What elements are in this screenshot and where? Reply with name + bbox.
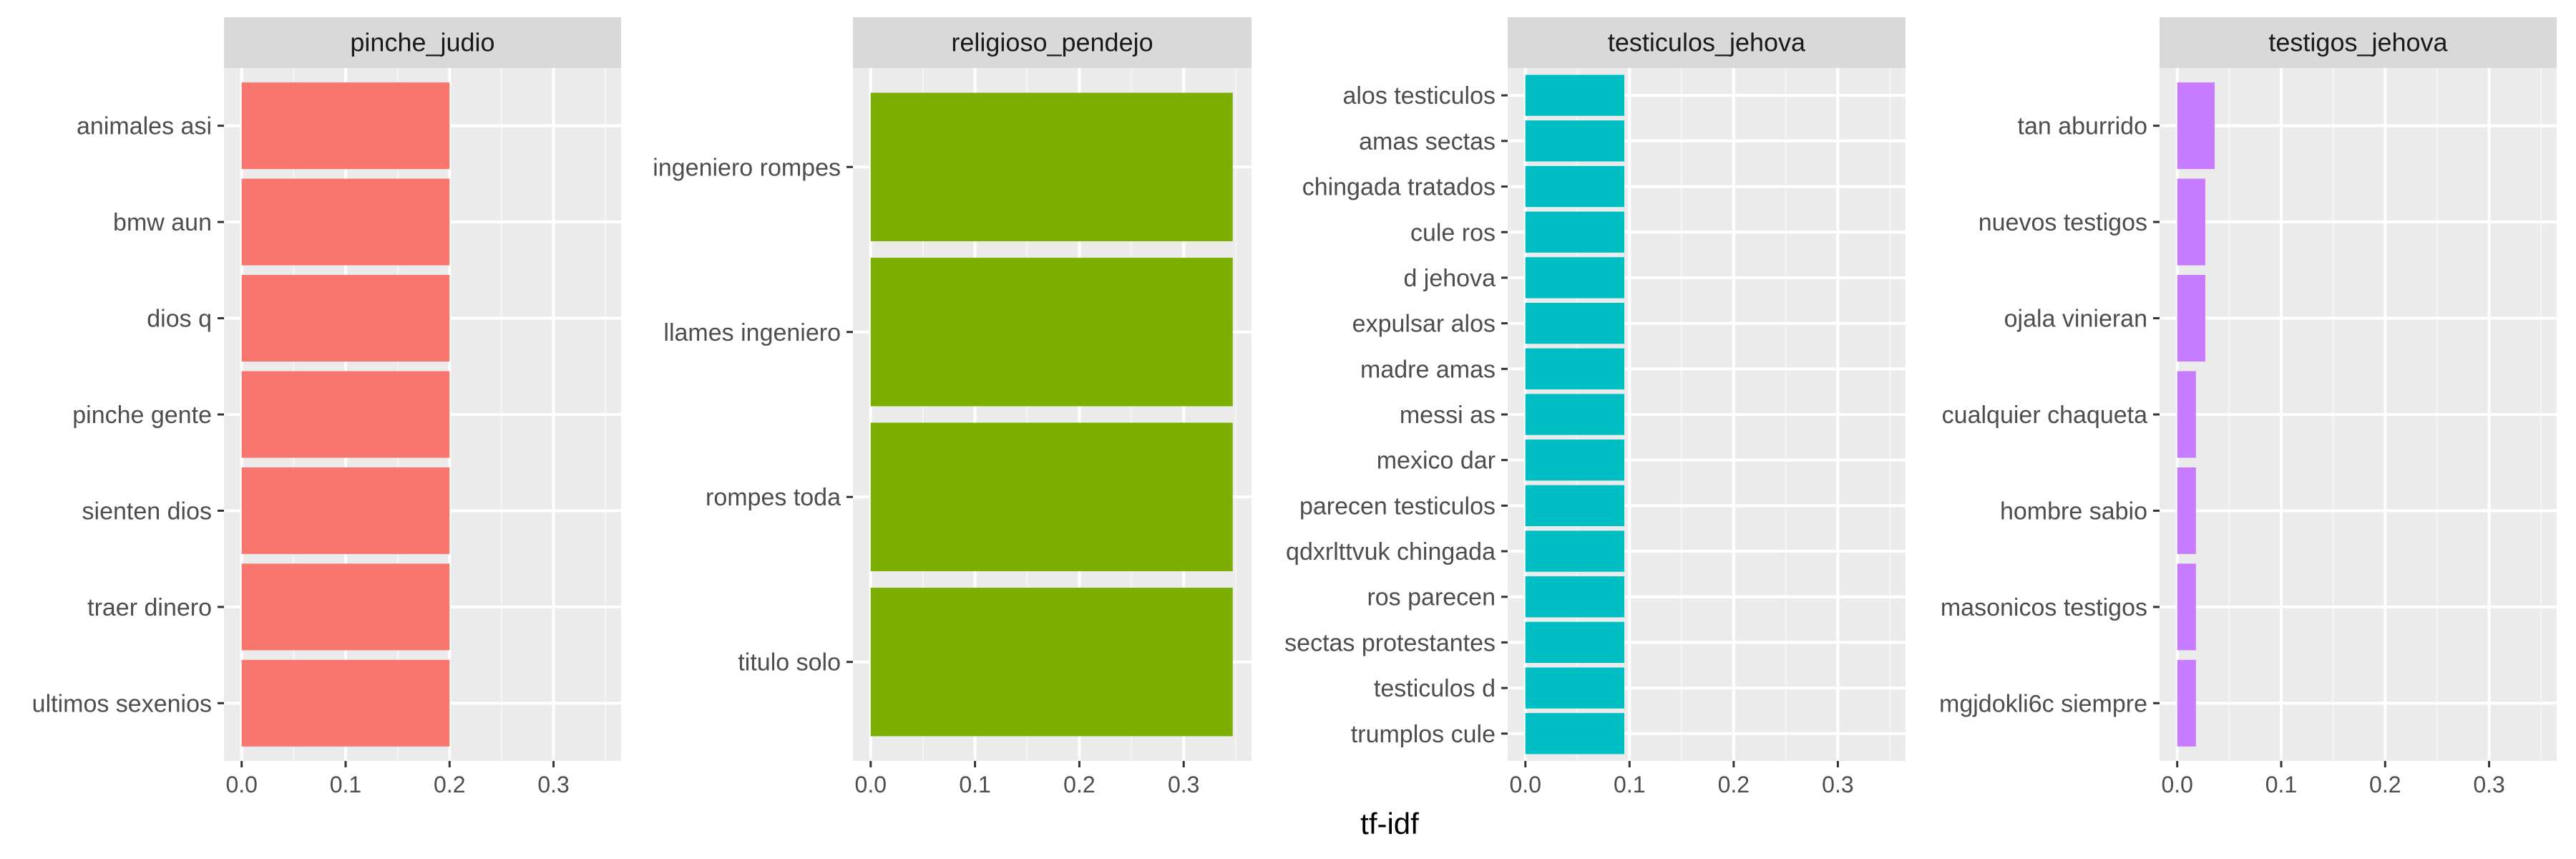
category-label: cualquier chaqueta bbox=[1942, 402, 2147, 429]
x-axis-title: tf-idf bbox=[1360, 807, 1419, 840]
category-label: mexico dar bbox=[1377, 447, 1496, 475]
x-tick-label: 0.2 bbox=[1718, 772, 1750, 797]
bar bbox=[1525, 348, 1625, 389]
category-label: bmw aun bbox=[113, 209, 212, 236]
bar bbox=[1525, 74, 1625, 116]
facet-title: testiculos_jehova bbox=[1608, 28, 1806, 57]
category-label: masonicos testigos bbox=[1941, 594, 2147, 621]
x-tick-label: 0.0 bbox=[1510, 772, 1541, 797]
x-tick-label: 0.3 bbox=[2473, 772, 2504, 797]
category-label: llames ingeniero bbox=[663, 319, 841, 346]
facet-panel: pinche_judio animales asi bmw aun dios q pin… bbox=[32, 17, 621, 797]
x-tick-label: 0.2 bbox=[2369, 772, 2401, 797]
bar bbox=[1525, 302, 1625, 344]
category-label: titulo solo bbox=[738, 649, 841, 676]
bar bbox=[241, 467, 450, 554]
category-label: amas sectas bbox=[1359, 128, 1496, 155]
category-label: ultimos sexenios bbox=[32, 690, 212, 717]
bar bbox=[2177, 178, 2205, 266]
bar bbox=[241, 563, 450, 651]
category-label: tan aburrido bbox=[2018, 113, 2147, 140]
category-label: expulsar alos bbox=[1352, 311, 1496, 338]
bar bbox=[241, 82, 450, 170]
x-tick-label: 0.0 bbox=[225, 772, 257, 797]
x-tick-label: 0.3 bbox=[1822, 772, 1853, 797]
category-label: d jehova bbox=[1403, 265, 1496, 292]
category-label: traer dinero bbox=[87, 594, 212, 621]
category-label: trumplos cule bbox=[1351, 721, 1496, 748]
bar bbox=[241, 659, 450, 747]
bar bbox=[1525, 440, 1625, 481]
x-tick-label: 0.3 bbox=[1168, 772, 1199, 797]
bar bbox=[241, 371, 450, 458]
facets-layer: pinche_judio animales asi bmw aun dios q pin… bbox=[32, 17, 2557, 797]
bar bbox=[870, 92, 1233, 241]
x-tick-label: 0.0 bbox=[855, 772, 887, 797]
x-tick-label: 0.1 bbox=[959, 772, 990, 797]
bar bbox=[870, 588, 1233, 737]
x-tick-label: 0.1 bbox=[1614, 772, 1645, 797]
facet-title: testigos_jehova bbox=[2268, 28, 2448, 57]
bar bbox=[870, 422, 1233, 571]
bar bbox=[1525, 211, 1625, 253]
bar bbox=[1525, 394, 1625, 435]
bar bbox=[1525, 667, 1625, 709]
x-tick-label: 0.2 bbox=[434, 772, 465, 797]
bar bbox=[2177, 659, 2196, 747]
bar bbox=[1525, 485, 1625, 527]
facet-strip bbox=[1508, 17, 1906, 68]
bar bbox=[1525, 530, 1625, 572]
bar bbox=[241, 178, 450, 266]
category-label: parecen testiculos bbox=[1299, 492, 1496, 520]
facet-panel: religioso_pendejo ingeniero rompes llames … bbox=[653, 17, 1252, 797]
bar bbox=[2177, 467, 2196, 554]
bar bbox=[2177, 275, 2205, 362]
category-label: alos testiculos bbox=[1342, 82, 1496, 110]
x-tick-label: 0.1 bbox=[330, 772, 361, 797]
x-tick-label: 0.3 bbox=[537, 772, 569, 797]
category-label: pinche gente bbox=[72, 402, 212, 429]
category-label: nuevos testigos bbox=[1979, 209, 2147, 236]
x-tick-label: 0.0 bbox=[2161, 772, 2192, 797]
bar bbox=[2177, 82, 2215, 170]
category-label: ingeniero rompes bbox=[653, 154, 841, 181]
bar bbox=[1525, 621, 1625, 664]
category-label: cule ros bbox=[1410, 219, 1496, 246]
facet-title: pinche_judio bbox=[350, 28, 494, 57]
x-tick-label: 0.2 bbox=[1063, 772, 1095, 797]
category-label: qdxrlttvuk chingada bbox=[1286, 538, 1496, 566]
category-label: testiculos d bbox=[1374, 675, 1496, 702]
bar bbox=[1525, 257, 1625, 299]
category-label: mgjdokli6c siempre bbox=[1939, 690, 2147, 717]
facet-title: religioso_pendejo bbox=[951, 28, 1153, 57]
category-label: messi as bbox=[1400, 402, 1496, 429]
bar bbox=[870, 258, 1233, 407]
category-label: sectas protestantes bbox=[1284, 629, 1496, 656]
category-label: hombre sabio bbox=[2000, 498, 2147, 525]
facet-strip bbox=[853, 17, 1252, 68]
category-label: rompes toda bbox=[706, 484, 841, 511]
category-label: ros parecen bbox=[1367, 584, 1496, 611]
category-label: animales asi bbox=[77, 113, 212, 140]
bar bbox=[1525, 120, 1625, 162]
bar bbox=[2177, 563, 2196, 651]
facet-strip bbox=[2160, 17, 2557, 68]
bar bbox=[2177, 371, 2196, 458]
category-label: dios q bbox=[147, 306, 212, 333]
bar bbox=[241, 275, 450, 362]
category-label: madre amas bbox=[1360, 356, 1496, 383]
category-label: sienten dios bbox=[82, 498, 212, 525]
category-label: chingada tratados bbox=[1302, 174, 1496, 201]
bar bbox=[1525, 576, 1625, 618]
facet-strip bbox=[224, 17, 621, 68]
bar bbox=[1525, 713, 1625, 754]
category-label: ojala vinieran bbox=[2004, 306, 2147, 333]
x-tick-label: 0.1 bbox=[2265, 772, 2297, 797]
bar bbox=[1525, 165, 1625, 208]
